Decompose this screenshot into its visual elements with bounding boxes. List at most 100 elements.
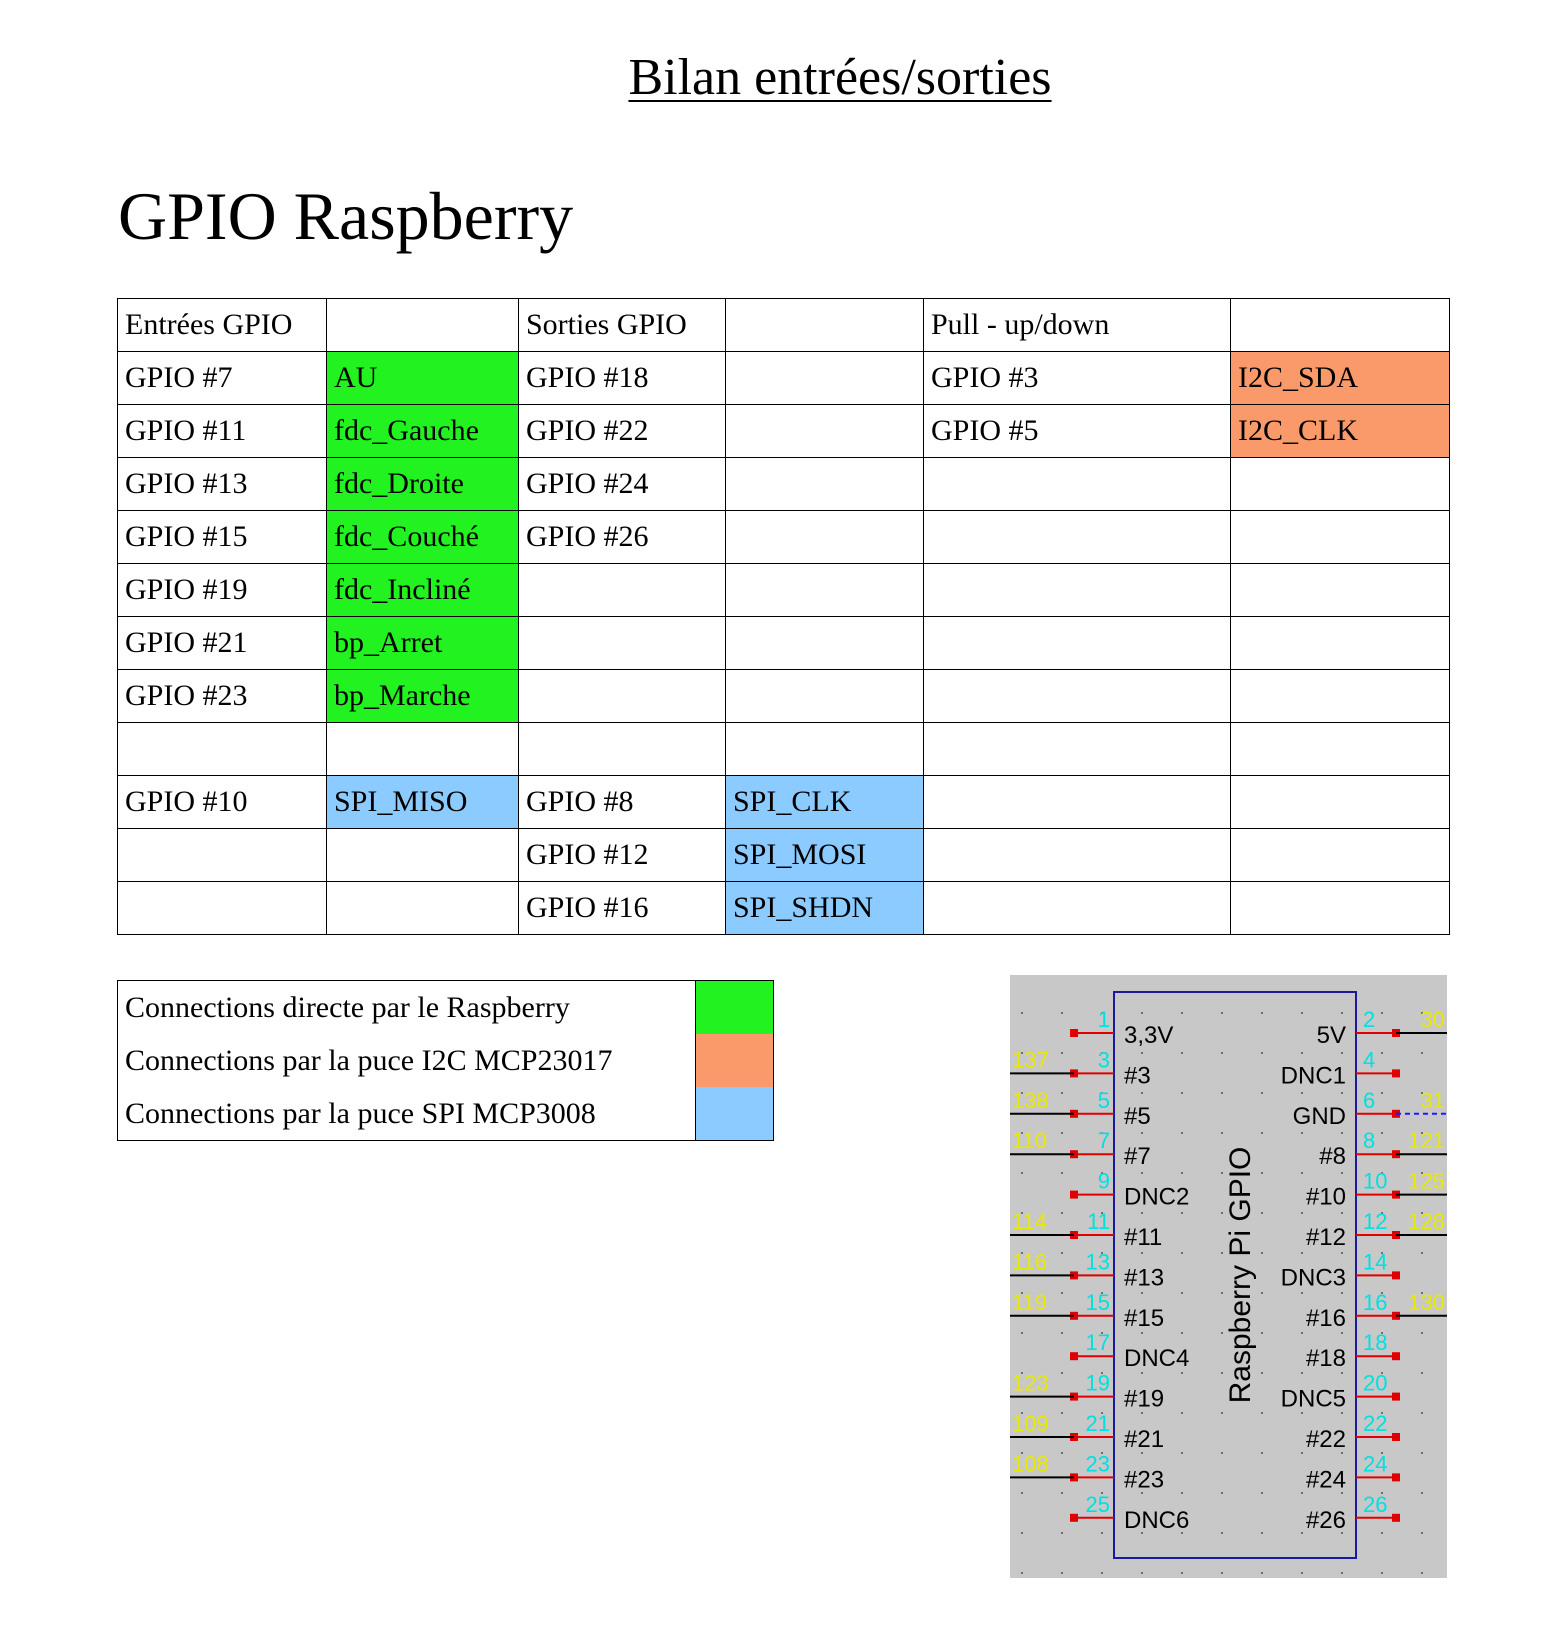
grid-dot	[1181, 1492, 1183, 1494]
table-cell	[117, 881, 327, 935]
table-cell	[923, 881, 1231, 935]
grid-dot	[1141, 1292, 1143, 1294]
pin-number: 14	[1363, 1249, 1387, 1274]
grid-dot	[1381, 1532, 1383, 1534]
grid-dot	[1101, 1212, 1103, 1214]
net-label: 121	[1408, 1128, 1445, 1153]
grid-dot	[1221, 1492, 1223, 1494]
pin-name: #26	[1306, 1507, 1346, 1534]
pin-name: DNC4	[1124, 1345, 1189, 1372]
grid-dot	[1421, 1532, 1423, 1534]
grid-dot	[1261, 1092, 1263, 1094]
grid-dot	[1061, 1412, 1063, 1414]
grid-dot	[1021, 1332, 1023, 1334]
grid-dot	[1181, 1012, 1183, 1014]
grid-dot	[1101, 1572, 1103, 1574]
grid-dot	[1061, 1012, 1063, 1014]
grid-dot	[1301, 1492, 1303, 1494]
grid-dot	[1021, 1092, 1023, 1094]
grid-dot	[1221, 1052, 1223, 1054]
grid-dot	[1381, 1292, 1383, 1294]
grid-dot	[1181, 1092, 1183, 1094]
table-row: GPIO #16 SPI_SHDN	[117, 881, 1450, 935]
legend-color-swatch	[695, 1034, 774, 1087]
grid-dot	[1261, 1532, 1263, 1534]
grid-dot	[1061, 1572, 1063, 1574]
table-cell: GPIO #18	[518, 351, 726, 405]
grid-dot	[1221, 1172, 1223, 1174]
table-cell: fdc_Incliné	[326, 563, 519, 617]
table-row: GPIO #23 bp_Marche	[117, 669, 1450, 723]
grid-dot	[1341, 1212, 1343, 1214]
grid-dot	[1341, 1012, 1343, 1014]
table-cell	[518, 669, 726, 723]
grid-dot	[1301, 1412, 1303, 1414]
grid-dot	[1381, 1572, 1383, 1574]
grid-dot	[1421, 1252, 1423, 1254]
grid-dot	[1261, 1172, 1263, 1174]
pin-name: 5V	[1317, 1022, 1346, 1049]
table-cell	[518, 563, 726, 617]
grid-dot	[1181, 1252, 1183, 1254]
pin-terminal	[1392, 1473, 1400, 1482]
net-label: 31	[1421, 1088, 1445, 1113]
grid-dot	[1101, 1492, 1103, 1494]
table-header-cell	[326, 298, 519, 352]
grid-dot	[1301, 1212, 1303, 1214]
grid-dot	[1381, 1332, 1383, 1334]
grid-dot	[1141, 1332, 1143, 1334]
table-row: GPIO #7 AU GPIO #18 GPIO #3 I2C_SDA	[117, 351, 1450, 405]
grid-dot	[1141, 1172, 1143, 1174]
grid-dot	[1061, 1452, 1063, 1454]
grid-dot	[1341, 1252, 1343, 1254]
grid-dot	[1061, 1292, 1063, 1294]
net-label: 108	[1012, 1451, 1049, 1476]
pin-name: DNC2	[1124, 1184, 1189, 1211]
pin-name: #11	[1124, 1224, 1162, 1251]
table-cell	[725, 404, 924, 458]
pin-name: #18	[1306, 1345, 1346, 1372]
table-cell: SPI_SHDN	[725, 881, 924, 935]
net-label: 30	[1421, 1007, 1445, 1032]
grid-dot	[1221, 1532, 1223, 1534]
table-cell	[1230, 510, 1450, 564]
grid-dot	[1301, 1452, 1303, 1454]
pin-name: DNC3	[1281, 1264, 1346, 1291]
table-cell	[725, 669, 924, 723]
table-cell	[518, 616, 726, 670]
grid-dot	[1021, 1132, 1023, 1134]
table-cell: GPIO #10	[117, 775, 327, 829]
net-label: 116	[1012, 1249, 1047, 1274]
grid-dot	[1061, 1372, 1063, 1374]
table-cell: GPIO #16	[518, 881, 726, 935]
grid-dot	[1101, 1132, 1103, 1134]
grid-dot	[1421, 1172, 1423, 1174]
grid-dot	[1341, 1132, 1343, 1134]
grid-dot	[1421, 1452, 1423, 1454]
table-cell	[923, 669, 1231, 723]
chip-label: Raspberry Pi GPIO	[1224, 1147, 1257, 1404]
pin-number: 6	[1363, 1088, 1375, 1113]
table-cell	[725, 510, 924, 564]
net-label: 125	[1408, 1169, 1445, 1194]
table-cell	[518, 722, 726, 776]
grid-dot	[1221, 1012, 1223, 1014]
grid-dot	[1301, 1252, 1303, 1254]
pin-number: 18	[1363, 1330, 1387, 1355]
table-cell: bp_Marche	[326, 669, 519, 723]
table-cell: GPIO #22	[518, 404, 726, 458]
grid-dot	[1061, 1092, 1063, 1094]
pin-name: 3,3V	[1124, 1022, 1173, 1049]
table-cell	[1230, 881, 1450, 935]
table-cell: GPIO #3	[923, 351, 1231, 405]
table-cell: GPIO #8	[518, 775, 726, 829]
grid-dot	[1101, 1252, 1103, 1254]
grid-dot	[1421, 1492, 1423, 1494]
pin-number: 9	[1098, 1169, 1110, 1194]
table-header-cell: Entrées GPIO	[117, 298, 327, 352]
grid-dot	[1021, 1532, 1023, 1534]
pin-name: #12	[1306, 1224, 1346, 1251]
pin-terminal	[1392, 1271, 1400, 1280]
table-row: GPIO #21 bp_Arret	[117, 616, 1450, 670]
grid-dot	[1301, 1052, 1303, 1054]
